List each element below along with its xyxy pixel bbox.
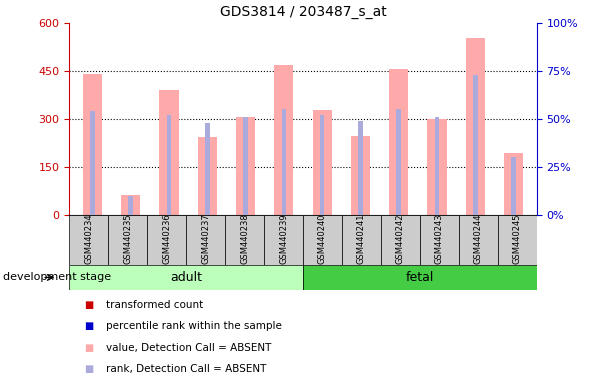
Bar <box>69 215 109 265</box>
Bar <box>121 195 140 215</box>
Text: GSM440243: GSM440243 <box>435 214 444 264</box>
Bar <box>342 215 381 265</box>
Text: GSM440238: GSM440238 <box>240 214 249 264</box>
Bar <box>236 118 255 215</box>
Bar <box>303 215 342 265</box>
Bar <box>274 65 294 215</box>
Bar <box>320 115 324 215</box>
Bar <box>128 196 133 215</box>
Bar <box>381 215 420 265</box>
Bar <box>90 111 95 215</box>
Bar <box>69 265 303 290</box>
Text: GSM440245: GSM440245 <box>513 214 522 264</box>
Bar <box>205 123 210 215</box>
Bar <box>511 157 516 215</box>
Bar <box>83 74 102 215</box>
Bar <box>109 215 147 265</box>
Bar <box>159 90 178 215</box>
Bar <box>303 265 537 290</box>
Bar <box>166 115 171 215</box>
Bar <box>473 75 478 215</box>
Bar <box>312 110 332 215</box>
Text: GSM440237: GSM440237 <box>201 214 210 264</box>
Bar <box>428 119 447 215</box>
Bar <box>186 215 225 265</box>
Text: GSM440242: GSM440242 <box>396 214 405 264</box>
Text: ■: ■ <box>84 321 93 331</box>
Text: GSM440244: GSM440244 <box>474 214 483 264</box>
Text: percentile rank within the sample: percentile rank within the sample <box>106 321 282 331</box>
Bar <box>420 215 459 265</box>
Text: transformed count: transformed count <box>106 300 203 310</box>
Text: adult: adult <box>170 271 202 284</box>
Bar <box>358 121 363 215</box>
Text: fetal: fetal <box>406 271 434 284</box>
Bar <box>243 117 248 215</box>
Text: GSM440241: GSM440241 <box>357 214 366 264</box>
Text: GSM440234: GSM440234 <box>84 214 93 264</box>
Text: GSM440235: GSM440235 <box>123 214 132 264</box>
Text: ■: ■ <box>84 343 93 353</box>
Bar <box>282 109 286 215</box>
Text: ■: ■ <box>84 300 93 310</box>
Text: rank, Detection Call = ABSENT: rank, Detection Call = ABSENT <box>106 364 266 374</box>
Text: ■: ■ <box>84 364 93 374</box>
Text: GSM440240: GSM440240 <box>318 214 327 264</box>
Bar <box>497 215 537 265</box>
Bar <box>198 137 217 215</box>
Bar <box>397 109 401 215</box>
Bar <box>147 215 186 265</box>
Text: GSM440236: GSM440236 <box>162 214 171 264</box>
Bar <box>389 70 408 215</box>
Bar <box>435 117 440 215</box>
Bar <box>459 215 497 265</box>
Bar <box>264 215 303 265</box>
Text: development stage: development stage <box>3 272 111 283</box>
Bar <box>504 152 523 215</box>
Title: GDS3814 / 203487_s_at: GDS3814 / 203487_s_at <box>219 5 387 19</box>
Text: GSM440239: GSM440239 <box>279 214 288 264</box>
Bar <box>351 136 370 215</box>
Bar <box>466 38 485 215</box>
Text: value, Detection Call = ABSENT: value, Detection Call = ABSENT <box>106 343 271 353</box>
Bar <box>225 215 264 265</box>
